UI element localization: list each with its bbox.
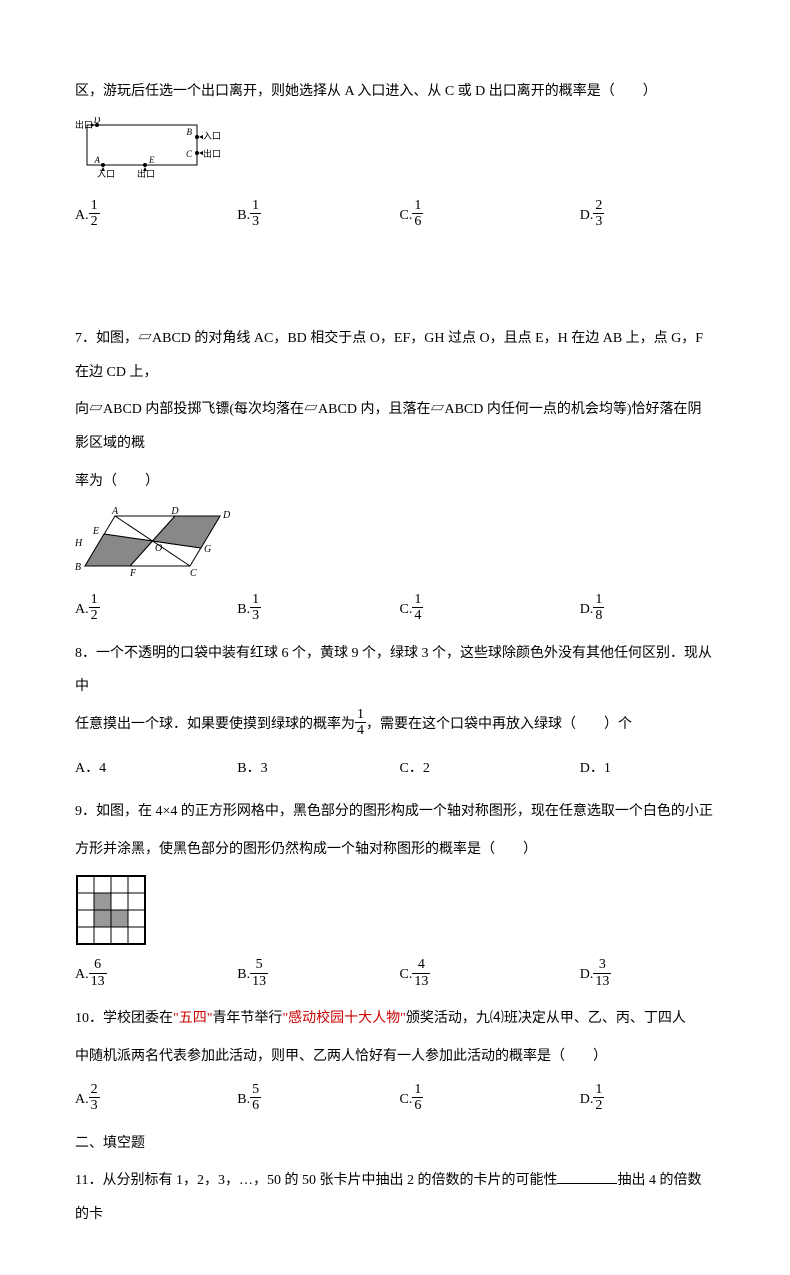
svg-text:D: D (93, 117, 101, 125)
svg-text:B: B (187, 127, 193, 137)
q6-intro: 区，游玩后任选一个出口离开，则她选择从 A 入口进入、从 C 或 D 出口离开的… (75, 75, 715, 109)
svg-text:D: D (222, 510, 231, 521)
q9-options: A.613 B.513 C.413 D.313 (75, 958, 715, 992)
q7-option-a: A.12 (75, 593, 237, 627)
svg-text:E: E (148, 155, 155, 165)
q6-diagram: D 出口 B 入口 C 出口 A 入口 E 出口 (75, 117, 715, 187)
q9-line1: 9．如图，在 4×4 的正方形网格中，黑色部分的图形构成一个轴对称图形，现在任意… (75, 795, 715, 829)
q9-option-d: D.313 (580, 958, 715, 992)
q10-option-a: A.23 (75, 1083, 237, 1117)
q7-option-b: B.13 (237, 593, 399, 627)
q7-option-d: D.18 (580, 593, 715, 627)
q8-option-c: C．2 (400, 752, 580, 786)
q8-options: A．4 B．3 C．2 D．1 (75, 752, 715, 786)
q10-line1: 10．学校团委在"五四"青年节举行"感动校园十大人物"颁奖活动，九⑷班决定从甲、… (75, 1002, 715, 1036)
q8-line1: 8．一个不透明的口袋中装有红球 6 个，黄球 9 个，绿球 3 个，这些球除颜色… (75, 637, 715, 704)
svg-text:B: B (75, 562, 81, 573)
svg-text:出口: 出口 (75, 119, 93, 130)
svg-text:A: A (111, 506, 119, 517)
q6-option-b: B.13 (237, 199, 399, 233)
q6-option-d: D.23 (580, 199, 715, 233)
q10-red1: "五四" (173, 1011, 212, 1026)
q11-line1: 11．从分别标有 1，2，3，…，50 的 50 张卡片中抽出 2 的倍数的卡片… (75, 1164, 715, 1231)
q6-option-c: C.16 (400, 199, 580, 233)
q6-options: A.12 B.13 C.16 D.23 (75, 199, 715, 233)
q10-line2: 中随机派两名代表参加此活动，则甲、乙两人恰好有一人参加此活动的概率是（ ） (75, 1040, 715, 1074)
q9-option-b: B.513 (237, 958, 399, 992)
svg-text:H: H (75, 538, 83, 549)
svg-text:出口: 出口 (203, 148, 221, 159)
svg-text:E: E (92, 526, 99, 537)
q11-blank (557, 1169, 617, 1184)
q7-line2: 向▱ABCD 内部投掷飞镖(每次均落在▱ABCD 内，且落在▱ABCD 内任何一… (75, 393, 715, 460)
q7-options: A.12 B.13 C.14 D.18 (75, 593, 715, 627)
q10-option-b: B.56 (237, 1083, 399, 1117)
svg-text:A: A (94, 155, 101, 165)
q10-option-d: D.12 (580, 1083, 715, 1117)
q8-line2: 任意摸出一个球．如果要使摸到绿球的概率为14，需要在这个口袋中再放入绿球（ ）个 (75, 708, 715, 742)
svg-text:入口: 入口 (97, 169, 115, 179)
q10-options: A.23 B.56 C.16 D.12 (75, 1083, 715, 1117)
q7-option-c: C.14 (400, 593, 580, 627)
svg-text:G: G (204, 544, 211, 555)
q8-option-d: D．1 (580, 752, 715, 786)
svg-text:F: F (129, 568, 137, 579)
svg-text:入口: 入口 (203, 131, 221, 141)
svg-text:C: C (190, 568, 197, 579)
svg-text:O: O (155, 543, 162, 554)
q9-diagram (75, 874, 715, 946)
q7-diagram: A D B C E H D G F O (75, 506, 715, 581)
section2-heading: 二、填空题 (75, 1127, 715, 1161)
q10-option-c: C.16 (400, 1083, 580, 1117)
q9-option-c: C.413 (400, 958, 580, 992)
q8-option-b: B．3 (237, 752, 399, 786)
q6-option-a: A.12 (75, 199, 237, 233)
q10-red2: "感动校园十大人物" (282, 1011, 405, 1026)
q9-line2: 方形并涂黑，使黑色部分的图形仍然构成一个轴对称图形的概率是（ ） (75, 833, 715, 867)
q7-line3: 率为（ ） (75, 465, 715, 499)
q9-option-a: A.613 (75, 958, 237, 992)
q7-line1: 7．如图，▱ABCD 的对角线 AC，BD 相交于点 O，EF，GH 过点 O，… (75, 322, 715, 389)
q8-option-a: A．4 (75, 752, 237, 786)
svg-text:D: D (170, 506, 179, 517)
svg-text:C: C (186, 149, 193, 159)
